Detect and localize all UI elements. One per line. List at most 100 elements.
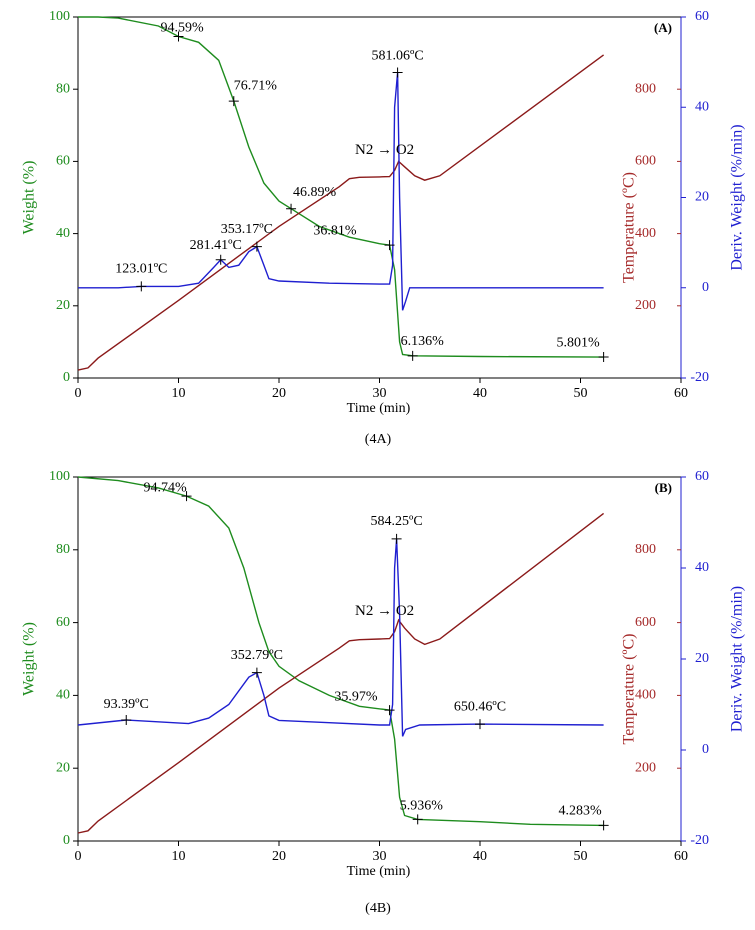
annotation-marker xyxy=(136,281,147,292)
caption: (4B) xyxy=(365,901,391,916)
annotation-label: 46.89% xyxy=(293,185,337,200)
gas-label: N2 → O2 xyxy=(355,603,414,619)
annotation-marker xyxy=(598,820,609,831)
y3-tick-label: 20 xyxy=(695,190,709,205)
y-tick-label: 60 xyxy=(56,615,70,630)
annotation-marker xyxy=(121,714,132,725)
y3-tick-label: 60 xyxy=(695,469,709,484)
y3-tick-label: -20 xyxy=(690,370,709,385)
annotation-marker xyxy=(475,719,485,730)
y2-tick-label: 600 xyxy=(635,154,656,169)
y2-tick-label: 400 xyxy=(635,226,656,241)
x-tick-label: 60 xyxy=(674,386,688,401)
y3-tick-label: 0 xyxy=(702,742,709,757)
annotation-label: 281.41ºC xyxy=(190,238,242,253)
annotation-marker xyxy=(392,67,403,78)
annotation-marker xyxy=(286,203,297,214)
annotation-marker xyxy=(598,352,609,363)
x-axis-title: Time (min) xyxy=(347,401,411,416)
y2-tick-label: 200 xyxy=(635,760,656,775)
annotation-label: 35.97% xyxy=(334,689,378,704)
y3-tick-label: 0 xyxy=(702,280,709,295)
annotation-marker xyxy=(384,240,395,251)
panel-title: (B) xyxy=(655,480,672,495)
y-tick-label: 0 xyxy=(63,370,70,385)
y-tick-label: 100 xyxy=(49,9,70,24)
y3-tick-label: 60 xyxy=(695,9,709,24)
x-tick-label: 30 xyxy=(373,849,387,864)
annotation-label: 584.25ºC xyxy=(370,514,422,529)
x-tick-label: 40 xyxy=(473,849,487,864)
x-tick-label: 10 xyxy=(172,386,186,401)
annotation-label: 650.46ºC xyxy=(454,699,506,714)
y-tick-label: 100 xyxy=(49,469,70,484)
annotation-marker xyxy=(391,533,402,544)
annotation-label: 93.39ºC xyxy=(104,697,149,712)
x-tick-label: 0 xyxy=(75,386,82,401)
y2-tick-label: 800 xyxy=(635,81,656,96)
x-tick-label: 60 xyxy=(674,849,688,864)
y3-tick-label: 40 xyxy=(695,99,709,114)
annotation-label: 5.936% xyxy=(400,799,444,814)
x-tick-label: 0 xyxy=(75,849,82,864)
annotation-marker xyxy=(412,814,423,825)
y3-tick-label: -20 xyxy=(690,833,709,848)
annotation-label: 36.81% xyxy=(313,223,357,238)
y3-axis-title: Deriv. Weight (%/min) xyxy=(729,124,746,270)
y-axis-title: Weight (%) xyxy=(21,622,38,696)
y-tick-label: 0 xyxy=(63,833,70,848)
y-tick-label: 80 xyxy=(56,81,70,96)
annotation-marker xyxy=(407,350,418,361)
y2-axis-title: Temperature (ºC) xyxy=(621,172,638,283)
y2-tick-label: 600 xyxy=(635,615,656,630)
annotation-marker xyxy=(173,31,184,42)
x-axis-title: Time (min) xyxy=(347,864,411,879)
y3-tick-label: 40 xyxy=(695,560,709,575)
y2-axis-title: Temperature (ºC) xyxy=(621,634,638,745)
annotation-label: 76.71% xyxy=(234,78,278,93)
annotation-marker xyxy=(215,254,226,265)
data-line xyxy=(77,476,604,827)
x-tick-label: 20 xyxy=(272,849,286,864)
y-tick-label: 80 xyxy=(56,542,70,557)
annotation-label: 352.79ºC xyxy=(231,648,283,663)
data-line xyxy=(78,72,604,311)
y-tick-label: 20 xyxy=(56,760,70,775)
annotation-label: 94.74% xyxy=(144,480,188,495)
gas-label: N2 → O2 xyxy=(355,142,414,158)
y-tick-label: 40 xyxy=(56,688,70,703)
y-axis-title: Weight (%) xyxy=(21,161,38,235)
y3-tick-label: 20 xyxy=(695,651,709,666)
data-line xyxy=(77,54,605,371)
y-tick-label: 60 xyxy=(56,154,70,169)
data-line xyxy=(77,538,604,737)
y2-tick-label: 200 xyxy=(635,298,656,313)
annotation-label: 6.136% xyxy=(401,334,445,349)
annotation-label: 94.59% xyxy=(161,21,205,36)
y-tick-label: 20 xyxy=(56,298,70,313)
y2-tick-label: 800 xyxy=(635,542,656,557)
data-line xyxy=(78,16,604,358)
annotation-label: 353.17ºC xyxy=(221,222,273,237)
x-tick-label: 50 xyxy=(574,386,588,401)
x-tick-label: 10 xyxy=(172,849,186,864)
annotation-marker xyxy=(181,491,192,502)
annotation-marker xyxy=(251,667,262,678)
caption: (4A) xyxy=(365,432,392,447)
annotation-label: 4.283% xyxy=(558,804,602,819)
annotation-marker xyxy=(228,96,239,107)
annotation-label: 123.01ºC xyxy=(115,262,167,277)
y-tick-label: 40 xyxy=(56,226,70,241)
annotation-marker xyxy=(384,705,395,716)
annotation-label: 581.06ºC xyxy=(371,49,423,64)
x-tick-label: 50 xyxy=(574,849,588,864)
y2-tick-label: 400 xyxy=(635,688,656,703)
y3-axis-title: Deriv. Weight (%/min) xyxy=(729,586,746,732)
panel-title: (A) xyxy=(654,20,672,35)
x-tick-label: 30 xyxy=(373,386,387,401)
annotation-marker xyxy=(251,241,262,252)
data-line xyxy=(77,512,605,834)
x-tick-label: 40 xyxy=(473,386,487,401)
